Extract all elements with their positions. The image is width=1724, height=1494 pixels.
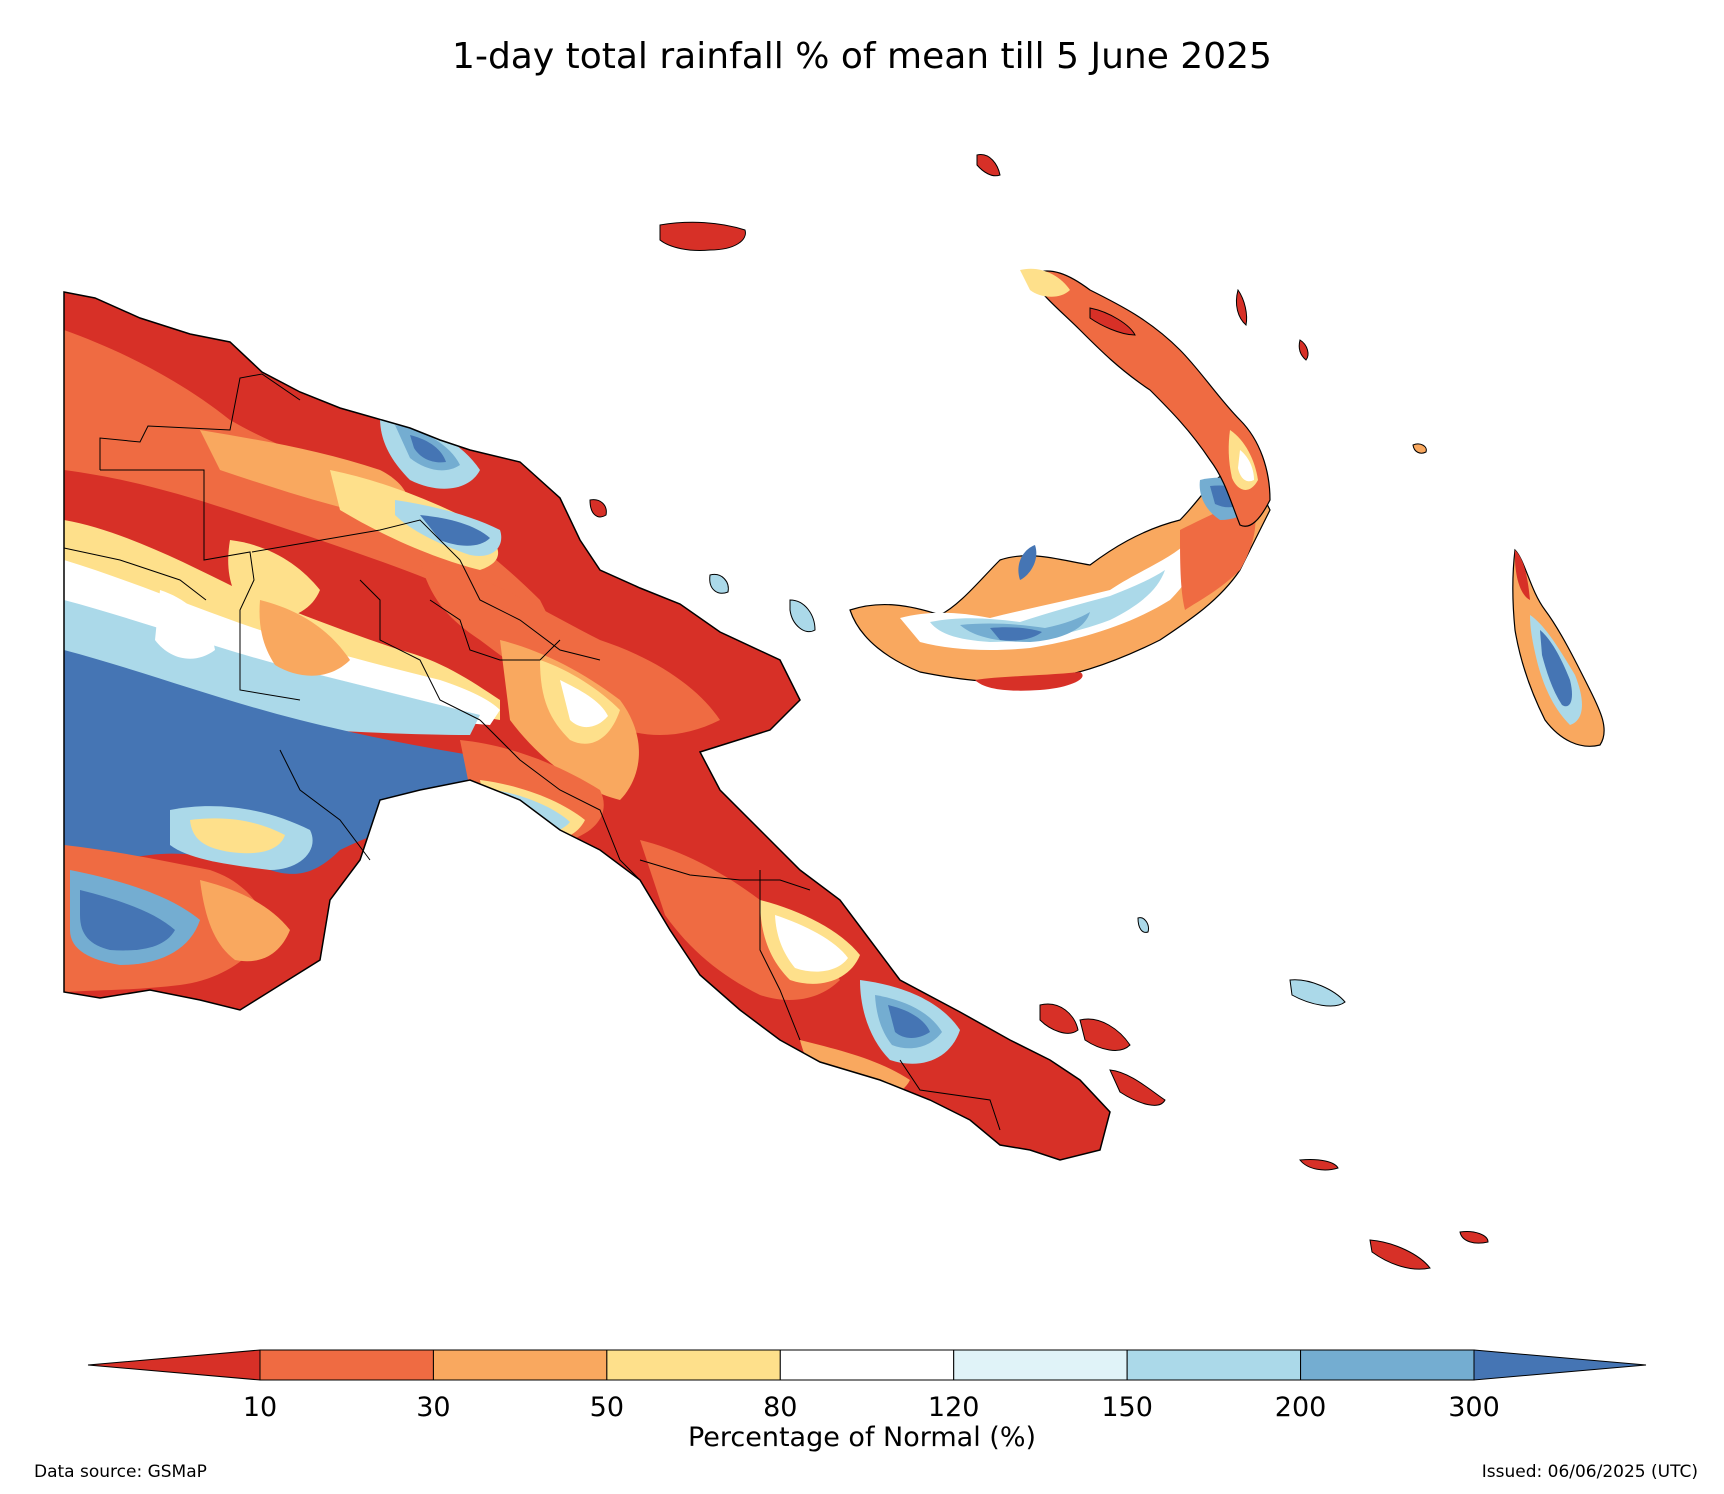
province-boundaries [63,373,1001,1131]
mainland-rainfall [64,292,1110,1160]
colorbar-tick-label: 150 [1101,1392,1153,1423]
bougainville [1512,548,1605,747]
colorbar-tick-label: 80 [763,1392,798,1423]
small-orange-islands [1412,443,1427,454]
colorbar-tick-label: 50 [589,1392,625,1423]
new-britain [849,469,1271,691]
colorbar-tick-label: 300 [1448,1392,1500,1423]
colorbar-label: Percentage of Normal (%) [687,1422,1037,1453]
new-ireland [1020,268,1271,527]
map-title: 1-day total rainfall % of mean till 5 Ju… [452,36,1272,77]
colorbar-tick-label: 120 [927,1392,980,1423]
small-blue-islands [709,573,1346,1007]
northern-islands [589,154,1489,1270]
colorbar-tick-label: 10 [242,1392,278,1423]
issued-date: Issued: 06/06/2025 (UTC) [1481,1462,1698,1482]
colorbar-tick-label: 30 [416,1392,451,1423]
colorbar-tick-label: 200 [1274,1392,1327,1423]
data-source: Data source: GSMaP [34,1462,207,1482]
